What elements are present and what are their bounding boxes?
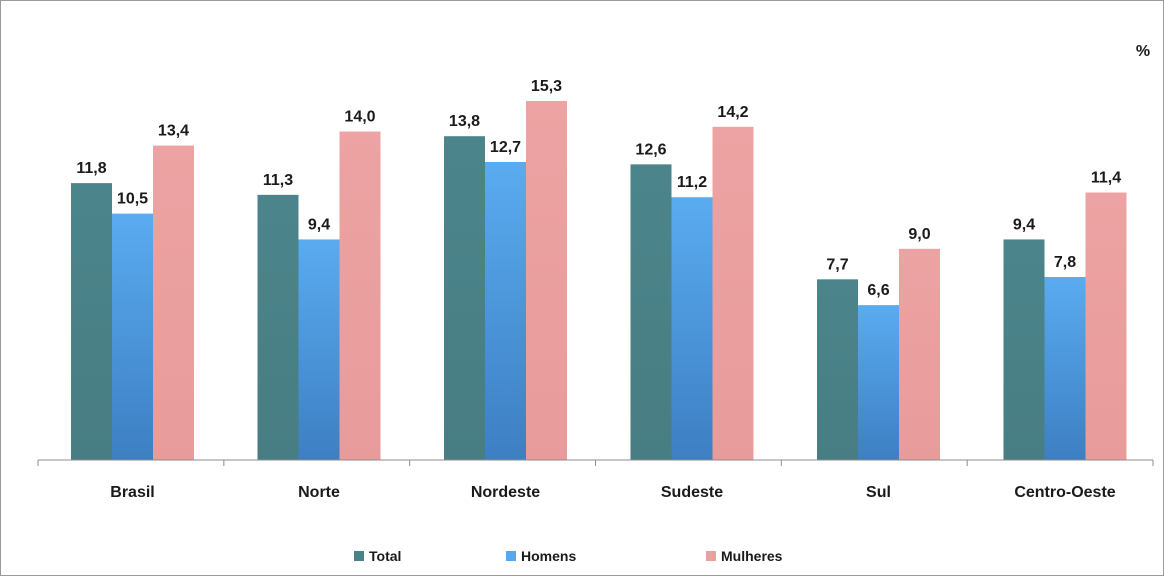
bar-total-centro-oeste — [1003, 239, 1045, 460]
legend-label-mulheres: Mulheres — [721, 548, 783, 564]
data-label-total-sul: 7,7 — [826, 256, 848, 273]
legend-swatch-total — [354, 551, 364, 561]
data-label-mulheres-norte: 14,0 — [344, 109, 375, 126]
data-label-total-nordeste: 13,8 — [449, 113, 480, 130]
bar-total-nordeste — [444, 136, 485, 460]
x-tick-label-sudeste: Sudeste — [661, 484, 723, 501]
data-label-mulheres-brasil: 13,4 — [158, 123, 189, 140]
bar-mulheres-brasil — [153, 145, 194, 460]
bar-total-sudeste — [630, 164, 672, 460]
legend-label-homens: Homens — [521, 548, 576, 564]
bar-homens-sul — [858, 305, 899, 460]
legend-swatch-mulheres — [706, 551, 716, 561]
bar-total-norte — [257, 194, 299, 461]
data-label-mulheres-nordeste: 15,3 — [531, 78, 562, 95]
bar-total-sul — [817, 279, 858, 460]
x-tick-label-nordeste: Nordeste — [471, 484, 540, 501]
bars-layer: 11,8 10,5 13,4 11,3 9,4 14,0 13,8 12,7 15,3 12,6 1… — [71, 78, 1127, 461]
bar-mulheres-sul — [899, 248, 940, 460]
data-label-homens-sul: 6,6 — [867, 282, 889, 299]
data-label-mulheres-sudeste: 14,2 — [717, 104, 748, 121]
bar-homens-sudeste — [671, 197, 713, 460]
x-tick-label-norte: Norte — [298, 484, 340, 501]
bar-homens-norte — [298, 239, 340, 460]
data-label-mulheres-sul: 9,0 — [908, 226, 930, 243]
x-axis: Brasil Norte Nordeste Sudeste Sul Centro-Oest… — [37, 459, 1154, 501]
data-label-homens-norte: 9,4 — [308, 216, 330, 233]
bar-homens-centro-oeste — [1044, 276, 1086, 460]
bar-mulheres-norte — [339, 131, 381, 460]
data-label-homens-nordeste: 12,7 — [490, 139, 521, 156]
bar-mulheres-nordeste — [526, 101, 567, 460]
data-label-mulheres-centro-oeste: 11,4 — [1091, 170, 1121, 187]
data-label-total-norte: 11,3 — [263, 172, 293, 189]
x-tick-label-centro-oeste: Centro-Oeste — [1014, 484, 1115, 501]
legend-swatch-homens — [506, 551, 516, 561]
data-label-homens-brasil: 10,5 — [117, 191, 148, 208]
data-label-homens-centro-oeste: 7,8 — [1054, 254, 1076, 271]
bar-total-brasil — [71, 183, 112, 460]
bar-mulheres-sudeste — [712, 126, 754, 460]
data-label-homens-sudeste: 11,2 — [677, 174, 707, 191]
data-label-total-centro-oeste: 9,4 — [1013, 216, 1035, 233]
bar-mulheres-centro-oeste — [1085, 192, 1127, 460]
bar-homens-brasil — [112, 213, 153, 460]
x-tick-label-sul: Sul — [866, 484, 891, 501]
data-label-total-sudeste: 12,6 — [635, 141, 666, 158]
legend: Total Homens Mulheres — [354, 548, 783, 564]
legend-label-total: Total — [369, 548, 401, 564]
x-tick-label-brasil: Brasil — [110, 484, 154, 501]
unit-label: % — [1136, 43, 1150, 60]
bar-homens-nordeste — [485, 162, 526, 460]
data-label-total-brasil: 11,8 — [76, 160, 106, 177]
